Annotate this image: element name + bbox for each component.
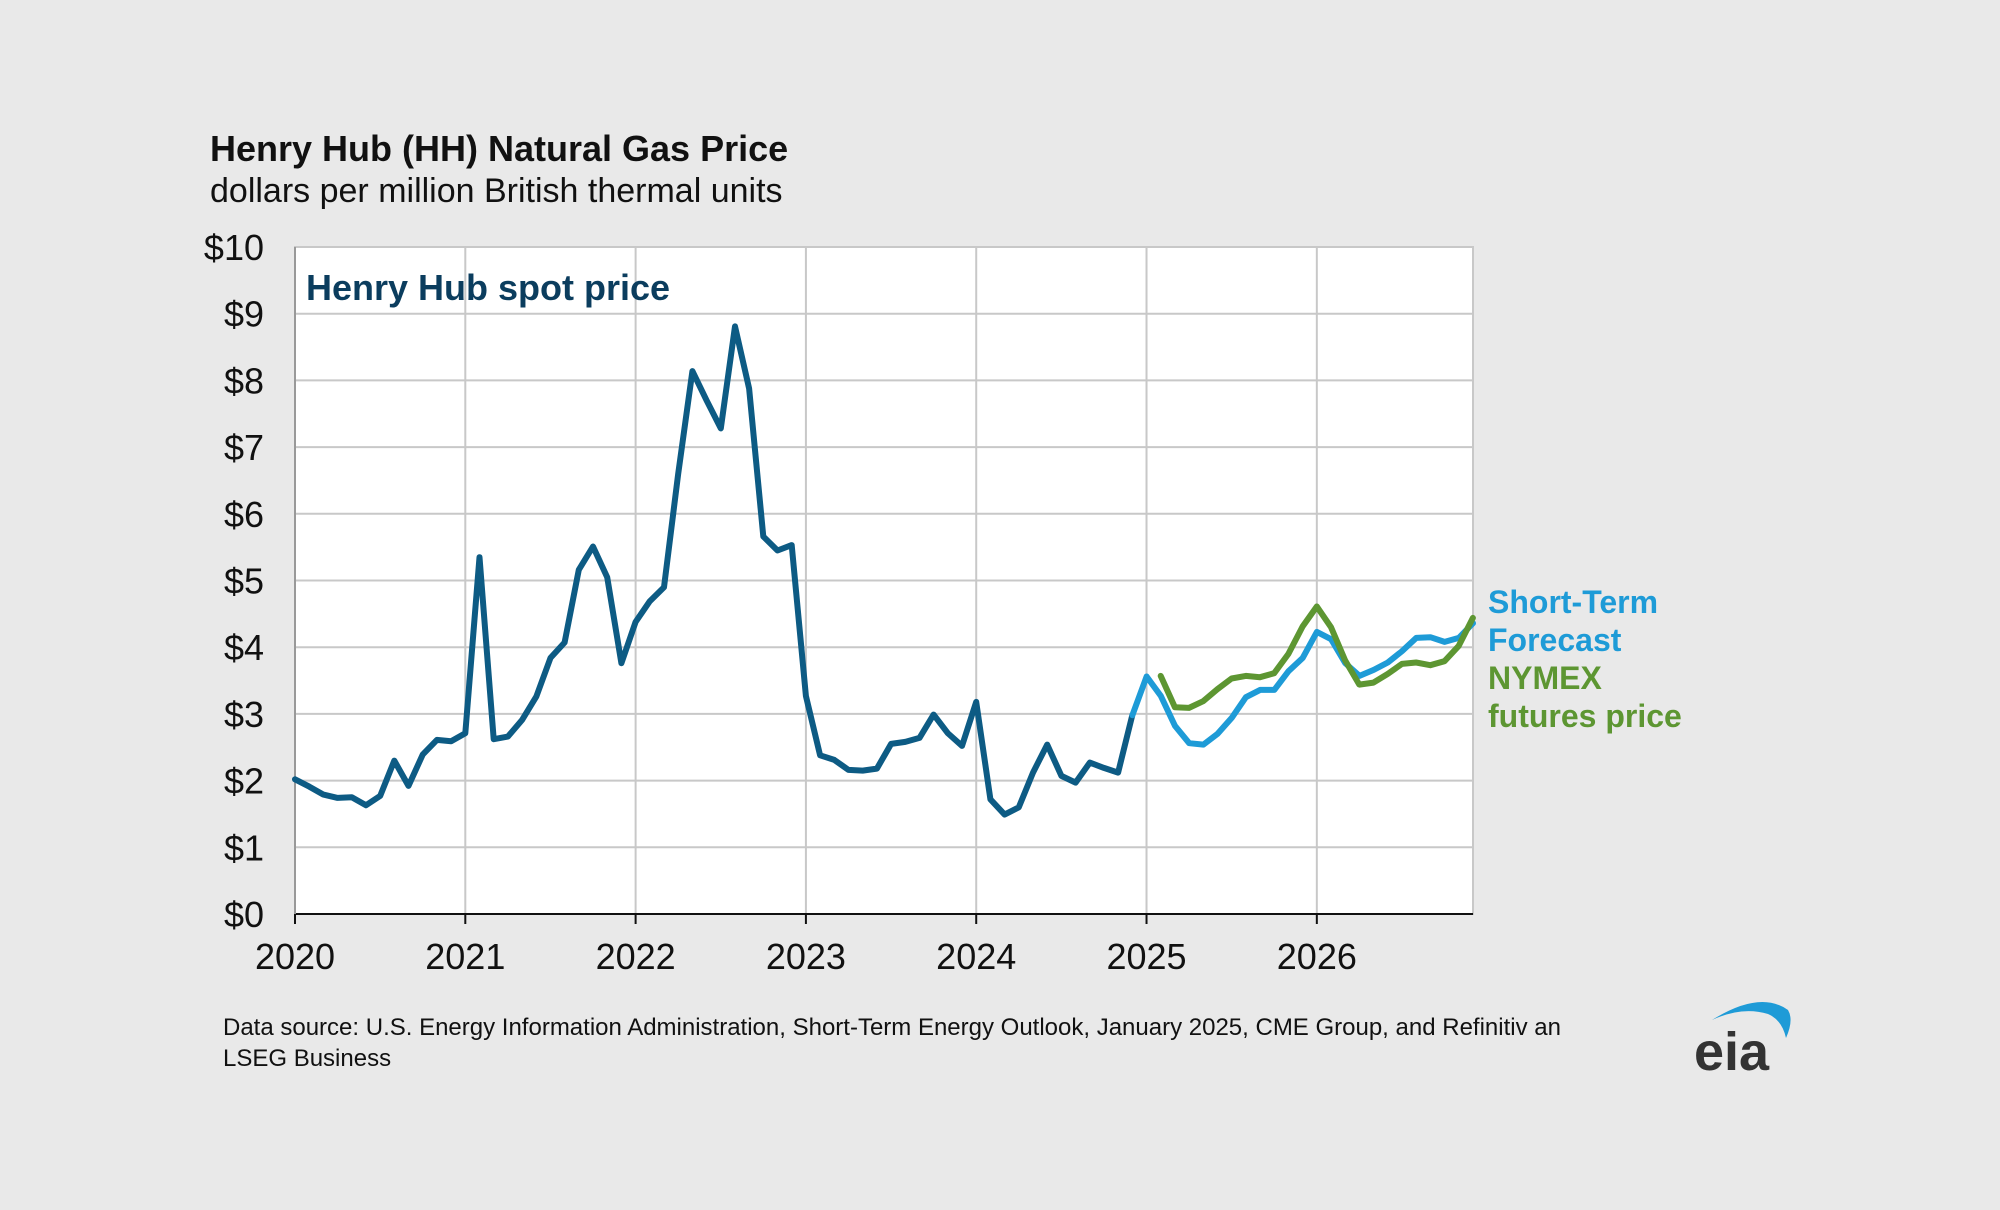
x-tick-label: 2025 [1106, 936, 1186, 977]
y-tick-label: $9 [224, 294, 264, 335]
x-tick-label: 2020 [255, 936, 335, 977]
forecast-series-label-line2: Forecast [1488, 622, 1622, 658]
x-tick-label: 2026 [1277, 936, 1357, 977]
y-tick-label: $2 [224, 761, 264, 802]
y-tick-label: $6 [224, 494, 264, 535]
y-tick-label: $5 [224, 561, 264, 602]
y-tick-label: $1 [224, 827, 264, 868]
x-tick-label: 2022 [596, 936, 676, 977]
nymex-futures-line [1157, 603, 1476, 711]
y-tick-label: $7 [224, 427, 264, 468]
chart-subtitle: dollars per million British thermal unit… [210, 172, 783, 210]
spot-series-label: Henry Hub spot price [306, 267, 670, 308]
nymex-series-label-line2: futures price [1488, 698, 1682, 734]
x-tick-label: 2024 [936, 936, 1016, 977]
data-source-note: Data source: U.S. Energy Information Adm… [223, 1014, 1561, 1072]
x-tick-label: 2023 [766, 936, 846, 977]
y-tick-label: $8 [224, 360, 264, 401]
chart-title: Henry Hub (HH) Natural Gas Price [210, 128, 789, 169]
eia-logo: eia [1694, 1002, 1791, 1078]
short-term-forecast-line [1129, 620, 1476, 748]
forecast-series-label-line1: Short-Term [1488, 584, 1658, 620]
y-tick-label: $3 [224, 694, 264, 735]
y-tick-label: $0 [224, 894, 264, 935]
nymex-series-label-line1: NYMEX [1488, 660, 1602, 696]
spot-price-line [292, 323, 1136, 818]
x-tick-label: 2021 [425, 936, 505, 977]
y-tick-label: $4 [224, 627, 264, 668]
eia-logo-text: eia [1694, 1022, 1770, 1078]
eia-logo-swoosh [1712, 1002, 1791, 1038]
y-tick-label: $10 [204, 227, 264, 268]
